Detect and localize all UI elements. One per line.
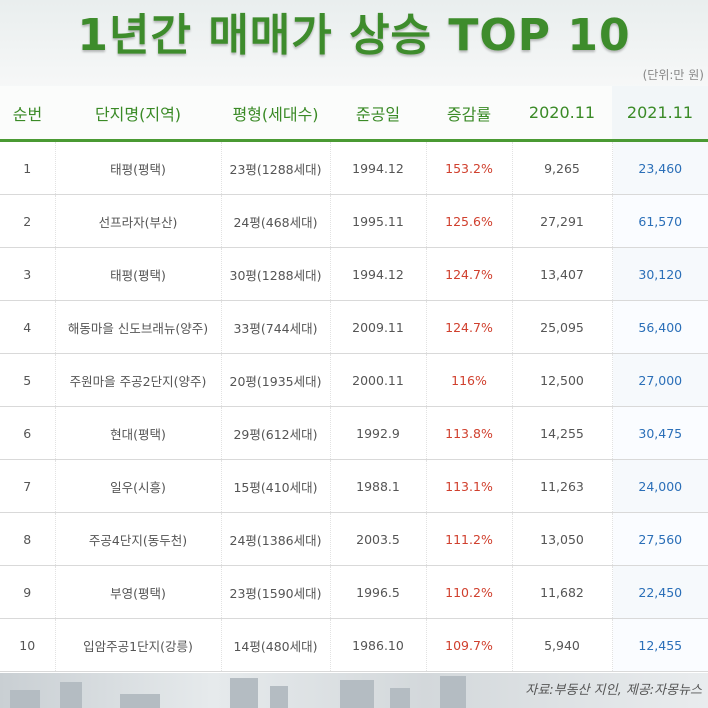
col-header-2021: 2021.11: [612, 86, 708, 142]
cell-rank: 4: [0, 300, 56, 354]
cell-built: 1992.9: [330, 406, 427, 460]
cell-complex: 주원마을 주공2단지(양주): [55, 353, 222, 407]
cell-price-2021: 22,450: [612, 565, 708, 619]
cell-price-2021: 61,570: [612, 194, 708, 248]
cell-complex: 태평(평택): [55, 140, 222, 195]
cell-price-2021: 27,560: [612, 512, 708, 566]
cell-rate: 110.2%: [426, 565, 513, 619]
col-header-built: 준공일: [330, 86, 426, 142]
cell-complex: 태평(평택): [55, 247, 222, 301]
ranking-table-container: 순번 단지명(지역) 평형(세대수) 준공일 증감률 2020.11 2021.…: [0, 86, 708, 673]
cell-price-2021: 30,475: [612, 406, 708, 460]
cell-price-2020: 11,263: [512, 459, 613, 513]
cell-size: 24평(1386세대): [221, 512, 331, 566]
cell-built: 1986.10: [330, 618, 427, 672]
cell-built: 1994.12: [330, 247, 427, 301]
cell-rank: 8: [0, 512, 56, 566]
unit-note: (단위:만 원): [642, 68, 704, 82]
table-row: 3 태평(평택) 30평(1288세대) 1994.12 124.7% 13,407 30,…: [0, 247, 708, 301]
cell-rate: 125.6%: [426, 194, 513, 248]
cell-price-2021: 12,455: [612, 618, 708, 672]
cell-rate: 124.7%: [426, 247, 513, 301]
cell-price-2020: 13,407: [512, 247, 613, 301]
header-background: [0, 0, 708, 90]
cell-built: 2003.5: [330, 512, 427, 566]
cell-price-2020: 25,095: [512, 300, 613, 354]
cell-rate: 113.8%: [426, 406, 513, 460]
cell-rank: 7: [0, 459, 56, 513]
table-row: 7 일우(시흥) 15평(410세대) 1988.1 113.1% 11,263 24,00…: [0, 459, 708, 513]
cell-complex: 일우(시흥): [55, 459, 222, 513]
cell-size: 23평(1288세대): [221, 140, 331, 195]
cell-size: 15평(410세대): [221, 459, 331, 513]
col-header-rate: 증감률: [426, 86, 512, 142]
cell-size: 29평(612세대): [221, 406, 331, 460]
cell-built: 1994.12: [330, 140, 427, 195]
cell-complex: 입암주공1단지(강릉): [55, 618, 222, 672]
cell-complex: 주공4단지(동두천): [55, 512, 222, 566]
cell-rate: 111.2%: [426, 512, 513, 566]
cell-rate: 109.7%: [426, 618, 513, 672]
cell-rank: 2: [0, 194, 56, 248]
cell-price-2021: 56,400: [612, 300, 708, 354]
table-row: 10 입암주공1단지(강릉) 14평(480세대) 1986.10 109.7% 5,94…: [0, 618, 708, 672]
table-row: 1 태평(평택) 23평(1288세대) 1994.12 153.2% 9,265 23,4…: [0, 140, 708, 195]
cell-complex: 해동마을 신도브래뉴(양주): [55, 300, 222, 354]
cell-size: 23평(1590세대): [221, 565, 331, 619]
cell-rank: 10: [0, 618, 56, 672]
cell-price-2020: 14,255: [512, 406, 613, 460]
cell-rate: 124.7%: [426, 300, 513, 354]
table-row: 9 부영(평택) 23평(1590세대) 1996.5 110.2% 11,682 22,4…: [0, 565, 708, 619]
cell-price-2020: 9,265: [512, 140, 613, 195]
source-credit: 자료:부동산 지인, 제공:자몽뉴스: [525, 683, 702, 698]
cell-size: 20평(1935세대): [221, 353, 331, 407]
cell-built: 2009.11: [330, 300, 427, 354]
cell-built: 1995.11: [330, 194, 427, 248]
table-row: 4 해동마을 신도브래뉴(양주) 33평(744세대) 2009.11 124.7% 25…: [0, 300, 708, 354]
cell-rank: 5: [0, 353, 56, 407]
table-row: 2 선프라자(부산) 24평(468세대) 1995.11 125.6% 27,291 61…: [0, 194, 708, 248]
cell-price-2020: 12,500: [512, 353, 613, 407]
cell-complex: 부영(평택): [55, 565, 222, 619]
ranking-table: 순번 단지명(지역) 평형(세대수) 준공일 증감률 2020.11 2021.…: [0, 86, 708, 672]
col-header-complex: 단지명(지역): [55, 86, 221, 142]
cell-size: 30평(1288세대): [221, 247, 331, 301]
cell-price-2020: 27,291: [512, 194, 613, 248]
cell-price-2021: 24,000: [612, 459, 708, 513]
cell-built: 1988.1: [330, 459, 427, 513]
footer-skyline: 자료:부동산 지인, 제공:자몽뉴스: [0, 673, 708, 708]
cell-built: 2000.11: [330, 353, 427, 407]
table-row: 6 현대(평택) 29평(612세대) 1992.9 113.8% 14,255 30,47…: [0, 406, 708, 460]
table-row: 5 주원마을 주공2단지(양주) 20평(1935세대) 2000.11 116% 12,…: [0, 353, 708, 407]
col-header-rank: 순번: [0, 86, 55, 142]
cell-complex: 현대(평택): [55, 406, 222, 460]
table-row: 8 주공4단지(동두천) 24평(1386세대) 2003.5 111.2% 13,050…: [0, 512, 708, 566]
cell-rank: 3: [0, 247, 56, 301]
cell-rank: 6: [0, 406, 56, 460]
cell-complex: 선프라자(부산): [55, 194, 222, 248]
cell-rank: 1: [0, 140, 56, 195]
col-header-2020: 2020.11: [512, 86, 612, 142]
cell-rank: 9: [0, 565, 56, 619]
col-header-size: 평형(세대수): [221, 86, 330, 142]
cell-rate: 153.2%: [426, 140, 513, 195]
cell-price-2020: 11,682: [512, 565, 613, 619]
cell-rate: 113.1%: [426, 459, 513, 513]
cell-price-2021: 23,460: [612, 140, 708, 195]
cell-built: 1996.5: [330, 565, 427, 619]
cell-price-2021: 27,000: [612, 353, 708, 407]
cell-price-2020: 5,940: [512, 618, 613, 672]
cell-rate: 116%: [426, 353, 513, 407]
header-row: 순번 단지명(지역) 평형(세대수) 준공일 증감률 2020.11 2021.…: [0, 86, 708, 142]
page-title: 1년간 매매가 상승 TOP 10: [77, 10, 631, 61]
cell-size: 14평(480세대): [221, 618, 331, 672]
cell-price-2021: 30,120: [612, 247, 708, 301]
cell-size: 24평(468세대): [221, 194, 331, 248]
cell-price-2020: 13,050: [512, 512, 613, 566]
cell-size: 33평(744세대): [221, 300, 331, 354]
